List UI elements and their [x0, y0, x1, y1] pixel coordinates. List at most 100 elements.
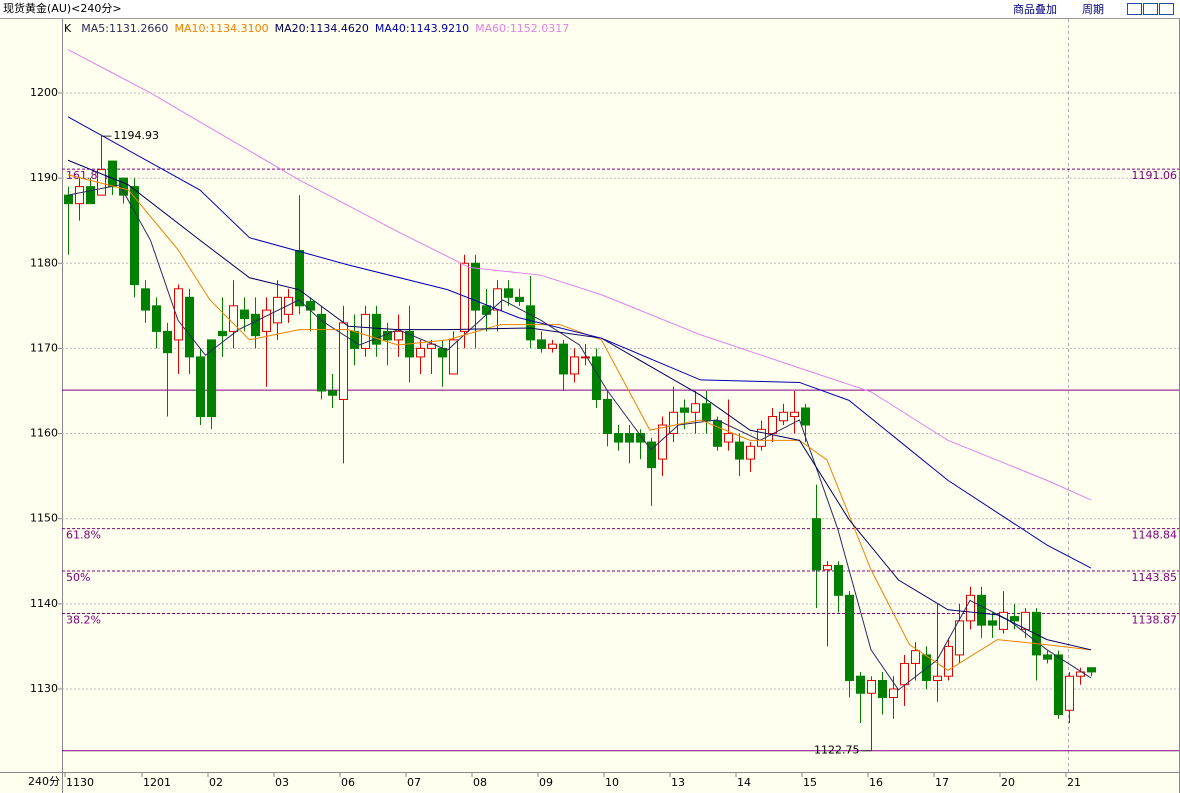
- period-button[interactable]: 周期: [1082, 3, 1104, 16]
- x-unit-label: 240分: [28, 775, 60, 788]
- icon-right[interactable]: [1143, 3, 1158, 15]
- candle-body: [449, 339, 458, 375]
- candle-body: [823, 565, 832, 571]
- candle-body: [845, 594, 854, 681]
- candle-body: [1087, 667, 1096, 673]
- legend-entry: MA20:1134.4620: [275, 22, 369, 35]
- level-label: 50%: [66, 571, 90, 584]
- candle-body: [163, 330, 172, 354]
- candle-body: [592, 356, 601, 400]
- level-value: 1191.06: [1132, 169, 1178, 182]
- candle-body: [999, 611, 1008, 630]
- icon-left[interactable]: [1127, 3, 1142, 15]
- candle-body: [977, 594, 986, 626]
- y-tick-label: 1140: [30, 597, 58, 610]
- y-tick-label: 1130: [30, 682, 58, 695]
- candle-body: [955, 620, 964, 656]
- candle-body: [713, 420, 722, 447]
- candle-body: [526, 305, 535, 341]
- candle-body: [735, 441, 744, 460]
- x-tick-label: 21: [1067, 776, 1081, 789]
- candle-body: [196, 356, 205, 418]
- candle-body: [504, 288, 513, 298]
- candle-body: [284, 296, 293, 315]
- x-tick-label: 16: [869, 776, 883, 789]
- ma-line: [67, 174, 1092, 671]
- candle-body: [658, 424, 667, 460]
- x-tick-label: 20: [1001, 776, 1015, 789]
- candle-body: [75, 186, 84, 205]
- candle-body: [768, 416, 777, 435]
- candle-body: [1021, 611, 1030, 630]
- level-label: 61.8%: [66, 529, 101, 542]
- candle-body: [614, 433, 623, 443]
- candle-body: [834, 565, 843, 596]
- legend-entry: MA10:1134.3100: [174, 22, 268, 35]
- candle-body: [317, 313, 326, 392]
- legend-entry: MA40:1143.9210: [375, 22, 469, 35]
- candle-body: [306, 301, 315, 311]
- y-tick-label: 1190: [30, 171, 58, 184]
- candle-body: [790, 411, 799, 418]
- nav-icons[interactable]: [1127, 3, 1174, 15]
- candle-body: [251, 313, 260, 337]
- level-value: 1138.87: [1132, 613, 1178, 626]
- candle-body: [878, 679, 887, 698]
- candle-body: [603, 398, 612, 435]
- candle-body: [944, 645, 953, 677]
- x-tick-label: 02: [209, 776, 223, 789]
- candle-body: [647, 441, 656, 469]
- candle-body: [361, 313, 370, 349]
- candle-body: [559, 343, 568, 375]
- candle-body: [185, 296, 194, 358]
- x-tick-label: 15: [803, 776, 817, 789]
- candle-body: [724, 433, 733, 443]
- icon-zoom[interactable]: [1159, 3, 1174, 15]
- candle-body: [702, 403, 711, 422]
- annotation: 1194.93: [114, 129, 160, 142]
- y-tick-label: 1180: [30, 256, 58, 269]
- candle-body: [64, 194, 73, 205]
- candle-body: [152, 305, 161, 332]
- candle-body: [548, 343, 557, 349]
- candle-body: [779, 411, 788, 422]
- candle-body: [625, 433, 634, 443]
- x-tick-label: 1130: [66, 776, 94, 789]
- legend-entry: MA5:1131.2660: [81, 22, 168, 35]
- candle-body: [889, 688, 898, 698]
- candle-body: [1010, 616, 1019, 622]
- y-tick-label: 1170: [30, 341, 58, 354]
- candle-body: [966, 594, 975, 622]
- candle-body: [394, 330, 403, 341]
- candle-body: [1043, 654, 1052, 660]
- ma-line: [67, 116, 1092, 569]
- candle-body: [174, 288, 183, 341]
- candle-body: [911, 650, 920, 664]
- k-label: K: [64, 22, 72, 35]
- candle-body: [581, 356, 590, 359]
- candle-body: [493, 288, 502, 311]
- x-tick-label: 14: [737, 776, 751, 789]
- candle-body: [988, 620, 997, 626]
- candle-body: [460, 262, 469, 332]
- candle-body: [108, 160, 117, 188]
- overlay-button[interactable]: 商品叠加: [1013, 2, 1057, 16]
- candle-body: [669, 411, 678, 435]
- annotation: 1122.75: [814, 744, 860, 757]
- candle-body: [482, 305, 491, 315]
- level-label: 38.2%: [66, 613, 101, 626]
- candle-body: [416, 347, 425, 358]
- candle-body: [240, 309, 249, 320]
- x-tick-label: 06: [341, 776, 355, 789]
- candle-body: [801, 407, 810, 426]
- y-tick-label: 1150: [30, 512, 58, 525]
- candle-body: [680, 407, 689, 413]
- level-value: 1148.84: [1132, 529, 1178, 542]
- candle-body: [328, 390, 337, 396]
- candle-body: [471, 262, 480, 311]
- x-tick-label: 17: [935, 776, 949, 789]
- candle-body: [933, 675, 942, 681]
- candle-body: [262, 309, 271, 332]
- chart-title: 现货黄金(AU)<240分>: [3, 1, 122, 15]
